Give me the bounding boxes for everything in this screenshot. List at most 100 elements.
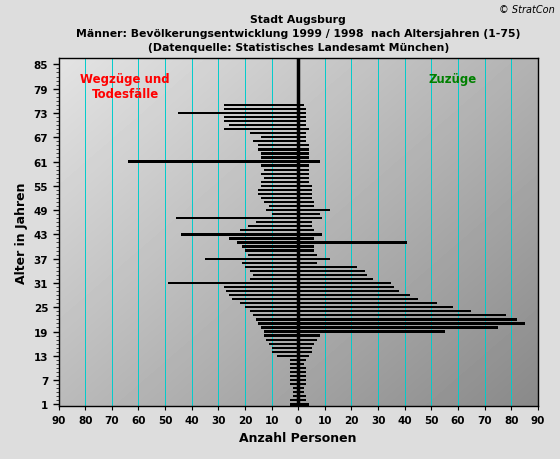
Bar	[298, 403, 309, 406]
Bar	[298, 314, 506, 317]
Bar	[250, 270, 298, 272]
Bar	[298, 274, 367, 276]
Bar	[261, 327, 298, 329]
Text: © StratCon: © StratCon	[498, 5, 554, 15]
Bar	[298, 161, 320, 163]
Bar	[176, 218, 298, 220]
Bar	[245, 250, 298, 252]
Bar	[245, 307, 298, 309]
Bar	[264, 169, 298, 171]
Bar	[298, 266, 357, 269]
Bar	[258, 190, 298, 191]
Bar	[181, 234, 298, 236]
Bar	[298, 327, 498, 329]
Bar	[290, 403, 298, 406]
Bar	[298, 359, 306, 361]
Bar	[298, 133, 306, 135]
Bar	[298, 242, 407, 244]
Bar	[261, 165, 298, 168]
Bar	[298, 319, 516, 321]
Bar	[298, 141, 306, 143]
Bar	[298, 129, 309, 131]
Bar	[272, 351, 298, 353]
Bar	[240, 230, 298, 232]
Bar	[298, 379, 306, 381]
Bar	[298, 335, 320, 337]
Bar	[258, 145, 298, 147]
Bar	[298, 121, 306, 123]
Bar	[298, 234, 322, 236]
Bar	[272, 213, 298, 216]
Bar	[298, 165, 309, 168]
Bar	[269, 206, 298, 208]
Bar	[223, 286, 298, 289]
Bar	[258, 193, 298, 196]
Bar	[298, 250, 314, 252]
Bar	[298, 310, 472, 313]
Bar	[255, 319, 298, 321]
Bar	[242, 246, 298, 248]
Bar	[298, 181, 309, 184]
Bar	[298, 355, 309, 357]
Bar	[290, 379, 298, 381]
Bar	[298, 298, 418, 301]
Bar	[298, 206, 314, 208]
Bar	[298, 383, 306, 386]
Bar	[298, 112, 306, 115]
Bar	[298, 213, 320, 216]
Bar	[298, 262, 317, 264]
Bar	[298, 387, 304, 390]
Bar	[258, 149, 298, 151]
Bar	[290, 359, 298, 361]
Bar	[290, 399, 298, 402]
Bar	[298, 109, 306, 111]
Bar	[298, 343, 314, 345]
Bar	[248, 254, 298, 256]
X-axis label: Anzahl Personen: Anzahl Personen	[240, 431, 357, 444]
Bar	[293, 391, 298, 393]
Bar	[264, 335, 298, 337]
Bar	[298, 270, 365, 272]
Bar	[298, 185, 311, 188]
Bar	[298, 190, 311, 191]
Bar	[298, 173, 309, 175]
Bar	[298, 323, 525, 325]
Bar	[229, 294, 298, 297]
Bar	[290, 383, 298, 386]
Bar	[248, 226, 298, 228]
Bar	[290, 375, 298, 377]
Bar	[298, 105, 304, 107]
Bar	[298, 157, 309, 159]
Bar	[245, 266, 298, 269]
Bar	[261, 137, 298, 139]
Bar	[298, 391, 304, 393]
Bar	[250, 278, 298, 280]
Text: Zuzüge: Zuzüge	[428, 73, 477, 86]
Bar	[298, 351, 311, 353]
Bar	[261, 185, 298, 188]
Y-axis label: Alter in Jahren: Alter in Jahren	[15, 182, 28, 284]
Bar	[293, 395, 298, 397]
Bar	[298, 230, 314, 232]
Bar	[298, 197, 311, 200]
Bar	[266, 210, 298, 212]
Bar	[298, 137, 306, 139]
Bar	[298, 149, 309, 151]
Bar	[223, 121, 298, 123]
Title: Stadt Augsburg
Männer: Bevölkerungsentwicklung 1999 / 1998  nach Altersjahren (1: Stadt Augsburg Männer: Bevölkerungsentwi…	[76, 15, 520, 53]
Bar	[298, 347, 311, 349]
Bar	[168, 282, 298, 285]
Bar	[298, 363, 304, 365]
Bar	[261, 153, 298, 155]
Bar	[261, 181, 298, 184]
Bar	[261, 157, 298, 159]
Bar	[298, 307, 452, 309]
Bar	[226, 291, 298, 292]
Bar	[277, 355, 298, 357]
Bar	[298, 254, 317, 256]
Bar	[298, 302, 437, 305]
Bar	[298, 218, 322, 220]
Bar	[229, 238, 298, 240]
Bar	[232, 298, 298, 301]
Bar	[298, 339, 317, 341]
